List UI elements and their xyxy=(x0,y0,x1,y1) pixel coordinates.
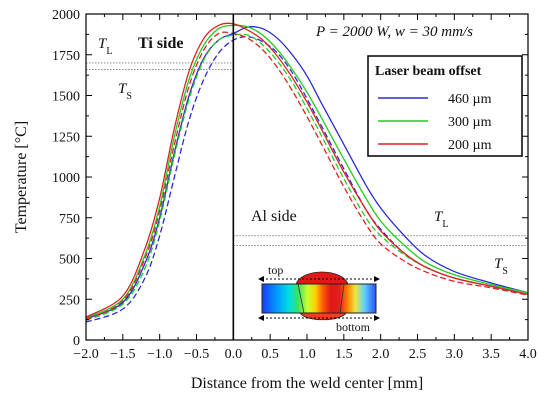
curve-460-solid xyxy=(86,26,528,320)
ti-liquidus-label: TL xyxy=(98,36,112,57)
legend-entries: 460 µm 300 µm 200 µm xyxy=(378,92,492,153)
weld-inset-body xyxy=(261,283,377,314)
inset-bottom-label: bottom xyxy=(336,320,371,334)
x-tick-label: 3.5 xyxy=(482,347,500,362)
x-tick-label: 4.0 xyxy=(519,347,537,362)
weld-bead-cap xyxy=(295,271,349,285)
y-tick-label: 1000 xyxy=(52,171,80,186)
curve-200-solid xyxy=(86,22,528,318)
legend-box xyxy=(367,55,523,157)
x-tick-label: −2.0 xyxy=(73,347,98,362)
x-tick-label: 1.0 xyxy=(298,347,316,362)
fusion-line-right xyxy=(339,283,345,314)
ti-side-label: Ti side xyxy=(138,35,184,52)
inset-top-arrowhead-left xyxy=(258,276,264,282)
x-tick-label: 3.0 xyxy=(446,347,464,362)
x-tick-label: −1.5 xyxy=(110,347,135,362)
temperature-curves xyxy=(86,22,528,323)
al-side-label: Al side xyxy=(251,208,297,225)
curve-300-solid xyxy=(86,24,528,319)
inset-bottom-arrowhead-left xyxy=(258,315,264,321)
al-liquidus-label: TL xyxy=(434,209,448,230)
weld-bead-root xyxy=(299,312,347,321)
legend-label: 460 µm xyxy=(448,92,492,107)
legend: Laser beam offset 460 µm 300 µm 200 µm xyxy=(367,55,523,157)
y-tick-label: 750 xyxy=(59,212,80,227)
al-solidus-label: TS xyxy=(494,256,508,277)
y-axis-title: Temperature [°C] xyxy=(13,121,30,233)
y-tick-label: 500 xyxy=(59,253,80,268)
inset-bottom-arrowhead-right xyxy=(374,315,380,321)
process-parameters: P = 2000 W, w = 30 mm/s xyxy=(315,24,473,40)
legend-label: 300 µm xyxy=(448,115,492,130)
y-axis-ticks: 0 250 500 750 1000 1250 1500 1750 2000 xyxy=(52,8,528,349)
x-axis-ticks: −2.0 −1.5 −1.0 −0.5 0.0 0.5 1.0 1.5 2.0 2.5 3.0 3.5… xyxy=(73,14,537,362)
y-tick-label: 1500 xyxy=(52,90,80,105)
x-axis-title: Distance from the weld center [mm] xyxy=(191,375,423,392)
weld-cross-section-inset: top bottom xyxy=(258,263,380,334)
curve-300-dashed xyxy=(86,33,528,322)
legend-label: 200 µm xyxy=(448,138,492,153)
x-tick-label: 1.5 xyxy=(335,347,353,362)
fusion-line-left xyxy=(297,283,305,314)
x-tick-label: 0.0 xyxy=(225,347,243,362)
x-tick-label: 2.0 xyxy=(372,347,390,362)
x-tick-label: −0.5 xyxy=(184,347,209,362)
curve-200-dashed xyxy=(86,31,528,321)
x-tick-label: −1.0 xyxy=(147,347,172,362)
inset-top-arrowhead-right xyxy=(374,276,380,282)
y-tick-label: 2000 xyxy=(52,8,80,23)
y-tick-label: 0 xyxy=(73,334,80,349)
y-tick-label: 250 xyxy=(59,293,80,308)
x-tick-label: 2.5 xyxy=(409,347,427,362)
legend-title: Laser beam offset xyxy=(375,64,482,79)
y-tick-label: 1750 xyxy=(52,49,80,64)
curve-460-dashed xyxy=(86,36,528,323)
ti-solidus-label: TS xyxy=(118,81,132,102)
inset-top-label: top xyxy=(268,263,283,277)
y-tick-label: 1250 xyxy=(52,130,80,145)
x-tick-label: 0.5 xyxy=(261,347,279,362)
